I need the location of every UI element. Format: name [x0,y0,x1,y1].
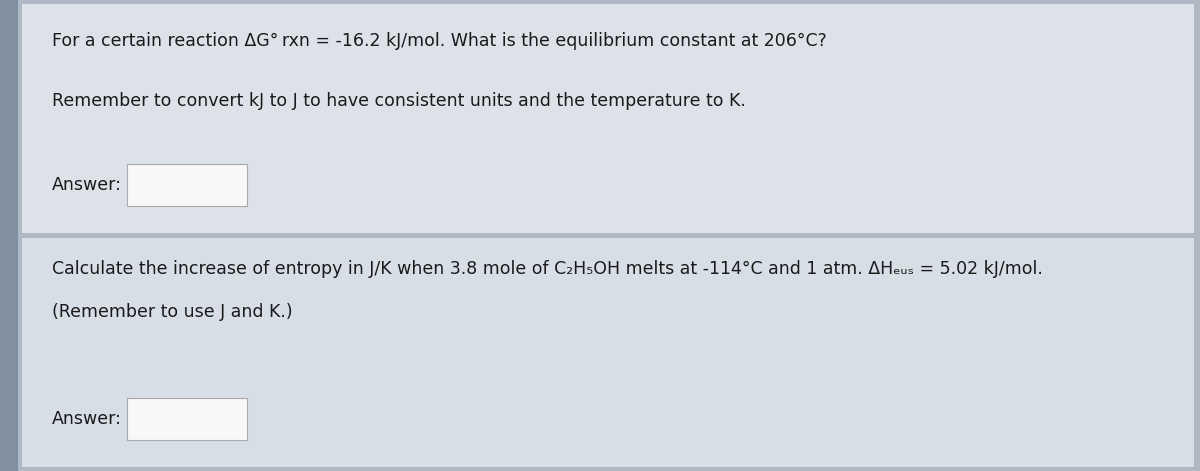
FancyBboxPatch shape [0,0,18,471]
Text: Calculate the increase of entropy in J/K when 3.8 mole of C₂H₅OH melts at -114°C: Calculate the increase of entropy in J/K… [52,260,1043,278]
Text: Answer:: Answer: [52,410,122,428]
Text: Answer:: Answer: [52,176,122,194]
Text: (Remember to use J and K.): (Remember to use J and K.) [52,303,293,321]
FancyBboxPatch shape [127,164,247,206]
Text: Remember to convert kJ to J to have consistent units and the temperature to K.: Remember to convert kJ to J to have cons… [52,92,746,110]
FancyBboxPatch shape [127,398,247,440]
Text: For a certain reaction ΔG° rxn = -16.2 kJ/mol. What is the equilibrium constant : For a certain reaction ΔG° rxn = -16.2 k… [52,32,827,50]
FancyBboxPatch shape [22,4,1194,233]
FancyBboxPatch shape [22,238,1194,467]
